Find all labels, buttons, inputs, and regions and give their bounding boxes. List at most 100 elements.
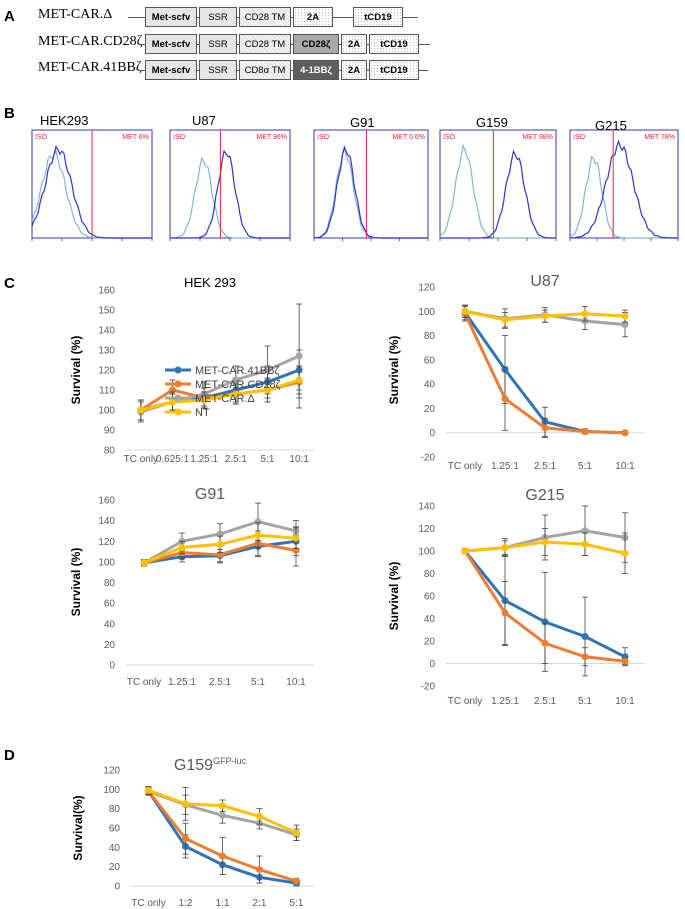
y-tick-label: 40 xyxy=(424,380,436,391)
chart-u87: U87 -20 0 20 40 60 80 100 120 Survival (%) TC only… xyxy=(387,273,645,472)
data-point xyxy=(137,406,145,414)
x-tick-label: 2.5:1 xyxy=(534,461,557,472)
series-3 xyxy=(137,365,303,421)
y-tick-label: 0 xyxy=(114,882,120,893)
y-tick-label: 40 xyxy=(109,843,121,854)
y-tick-label: 140 xyxy=(98,516,115,527)
segment-costim: 4-1BBζ xyxy=(293,60,339,80)
data-point xyxy=(182,835,189,843)
construct-name: MET-CAR.CD28ζ xyxy=(38,34,143,49)
data-point xyxy=(292,534,300,542)
x-tick-label: 2.5:1 xyxy=(225,454,248,465)
series-1 xyxy=(461,306,629,438)
met-label: MET 6% xyxy=(122,134,149,141)
data-point xyxy=(621,312,629,320)
x-tick-label: TC only xyxy=(131,898,165,909)
data-point xyxy=(219,852,226,860)
legend-label: MET-CAR.Δ xyxy=(195,393,256,405)
data-point xyxy=(541,639,549,647)
y-tick-label: 120 xyxy=(418,524,435,535)
chart-title-superscript: GFP-luc xyxy=(213,756,247,766)
legend-label: MET-CAR.41BBζ xyxy=(195,365,279,377)
iso-histogram xyxy=(439,143,556,239)
legend-label: MET-CAR.CD28ζ xyxy=(195,379,281,391)
series-3 xyxy=(145,786,300,841)
y-tick-label: -20 xyxy=(421,453,436,464)
data-point xyxy=(501,395,509,403)
x-tick-label: 10:1 xyxy=(615,461,635,472)
chart-title: G159GFP-luc xyxy=(174,756,247,774)
series-3 xyxy=(461,528,629,574)
y-tick-label: 60 xyxy=(109,824,121,835)
y-axis-label: Survival (%) xyxy=(69,336,83,405)
x-tick-label: TC only xyxy=(127,677,161,688)
y-tick-label: 110 xyxy=(99,386,115,397)
y-tick-label: 120 xyxy=(103,766,120,777)
y-tick-label: 160 xyxy=(98,496,115,507)
x-tick-label: TC only xyxy=(448,461,482,472)
met-label: MET 98% xyxy=(522,134,553,141)
segment-tcd19: tCD19 xyxy=(369,34,419,54)
series-0 xyxy=(461,304,629,437)
x-tick-label: 2.5:1 xyxy=(209,677,232,688)
data-point xyxy=(293,829,300,837)
chart-title: HEK 293 xyxy=(184,275,236,290)
data-point xyxy=(621,429,629,437)
chart-title: G215 xyxy=(525,487,564,504)
segment-tm: CD28 TM xyxy=(239,34,291,54)
segment-met-scfv: Met-scfv xyxy=(145,7,197,27)
flow-title: G215 xyxy=(595,118,627,133)
x-tick-label: 1:1 xyxy=(216,898,230,909)
data-point xyxy=(200,396,208,404)
data-point xyxy=(621,657,629,665)
segment-tcd19: tCD19 xyxy=(353,7,403,27)
data-point xyxy=(581,527,589,535)
data-point xyxy=(295,376,303,384)
flow-title: G159 xyxy=(476,115,508,130)
segment-2a: 2A xyxy=(341,34,367,54)
y-tick-label: 130 xyxy=(98,346,115,357)
chart-g91: G91 0 20 40 60 80 100 120 140 160 Survival (%) TC o… xyxy=(69,486,315,688)
met-histogram xyxy=(170,149,290,239)
legend-marker xyxy=(174,408,182,416)
data-point xyxy=(461,307,469,315)
iso-label: ISO xyxy=(35,134,48,141)
y-tick-label: 120 xyxy=(98,366,115,377)
x-tick-label: 10:1 xyxy=(286,677,306,688)
chart-g159: G159GFP-luc 0 20 40 60 80 100 120 Survival(%) TC … xyxy=(71,756,315,909)
y-tick-label: 20 xyxy=(109,862,121,873)
y-tick-label: 80 xyxy=(109,804,121,815)
y-tick-label: 120 xyxy=(418,283,435,294)
series-1 xyxy=(145,787,300,885)
data-point xyxy=(621,549,629,557)
x-tick-label: 10:1 xyxy=(289,454,309,465)
x-tick-label: 2:1 xyxy=(253,898,267,909)
y-tick-label: 0 xyxy=(429,428,435,439)
data-point xyxy=(140,559,148,567)
x-tick-label: 1.25:1 xyxy=(491,461,519,472)
panel-label-d: D xyxy=(4,747,15,764)
y-tick-label: 80 xyxy=(104,446,116,457)
x-tick-label: 5:1 xyxy=(578,696,592,707)
segment-tcd19: tCD19 xyxy=(369,60,419,80)
data-point xyxy=(461,547,469,555)
x-tick-label: 10:1 xyxy=(615,696,635,707)
y-tick-label: 40 xyxy=(104,619,116,630)
data-point xyxy=(145,786,152,794)
panel-label-b: B xyxy=(4,105,15,122)
y-tick-label: 140 xyxy=(98,326,115,337)
x-tick-label: 1.25:1 xyxy=(491,696,519,707)
panel-label-a: A xyxy=(4,8,15,25)
flow-title: U87 xyxy=(192,113,216,128)
segment-met-scfv: Met-scfv xyxy=(145,60,197,80)
data-point xyxy=(581,310,589,318)
data-point xyxy=(501,316,509,324)
x-tick-label: 2.5:1 xyxy=(534,696,557,707)
chart-title: U87 xyxy=(530,273,559,290)
iso-label: ISO xyxy=(317,134,330,141)
y-tick-label: 80 xyxy=(104,578,116,589)
panel-label-c: C xyxy=(4,275,15,292)
y-tick-label: 0 xyxy=(109,661,115,672)
x-tick-label: 5:1 xyxy=(578,461,592,472)
